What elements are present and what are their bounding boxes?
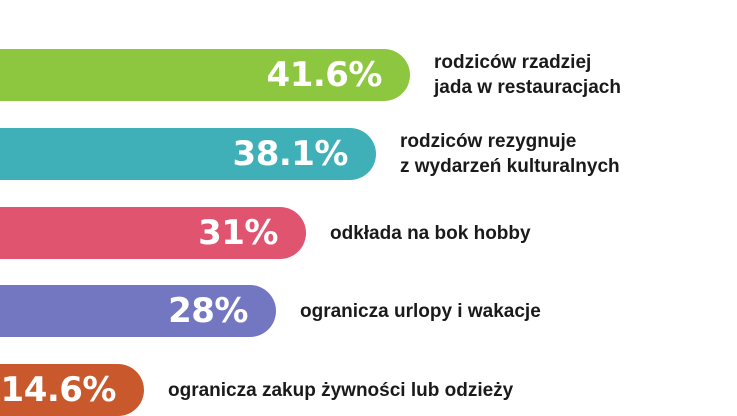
category-label: ogranicza zakup żywności lub odzieży [168,380,514,401]
category-label: rodziców rzadziej jada w restauracjach [434,52,621,98]
bar [0,285,276,337]
bar-value-label: 28% [168,291,248,331]
bar [0,207,306,259]
bar [0,128,376,180]
bar-value-label: 14.6% [0,370,117,410]
bar-value-label: 31% [198,213,278,253]
bar-value-label: 41.6% [266,55,383,95]
bar-row: 41.6% rodziców rzadziej jada w restauracja… [0,49,737,101]
category-label: odkłada na bok hobby [330,223,531,244]
bar [0,49,410,101]
bar-row: 38.1% rodziców rezygnuje z wydarzeń kultur… [0,128,737,180]
bar-row: 31% odkłada na bok hobby [0,207,737,259]
bar-row: 28% ogranicza urlopy i wakacje [0,285,737,337]
bar [0,364,144,416]
bar-row: 14.6% ogranicza zakup żywności lub odzież… [0,364,737,416]
category-label: ogranicza urlopy i wakacje [300,301,541,322]
category-label: rodziców rezygnuje z wydarzeń kulturalnyc… [400,131,620,177]
bar-value-label: 38.1% [232,134,349,174]
